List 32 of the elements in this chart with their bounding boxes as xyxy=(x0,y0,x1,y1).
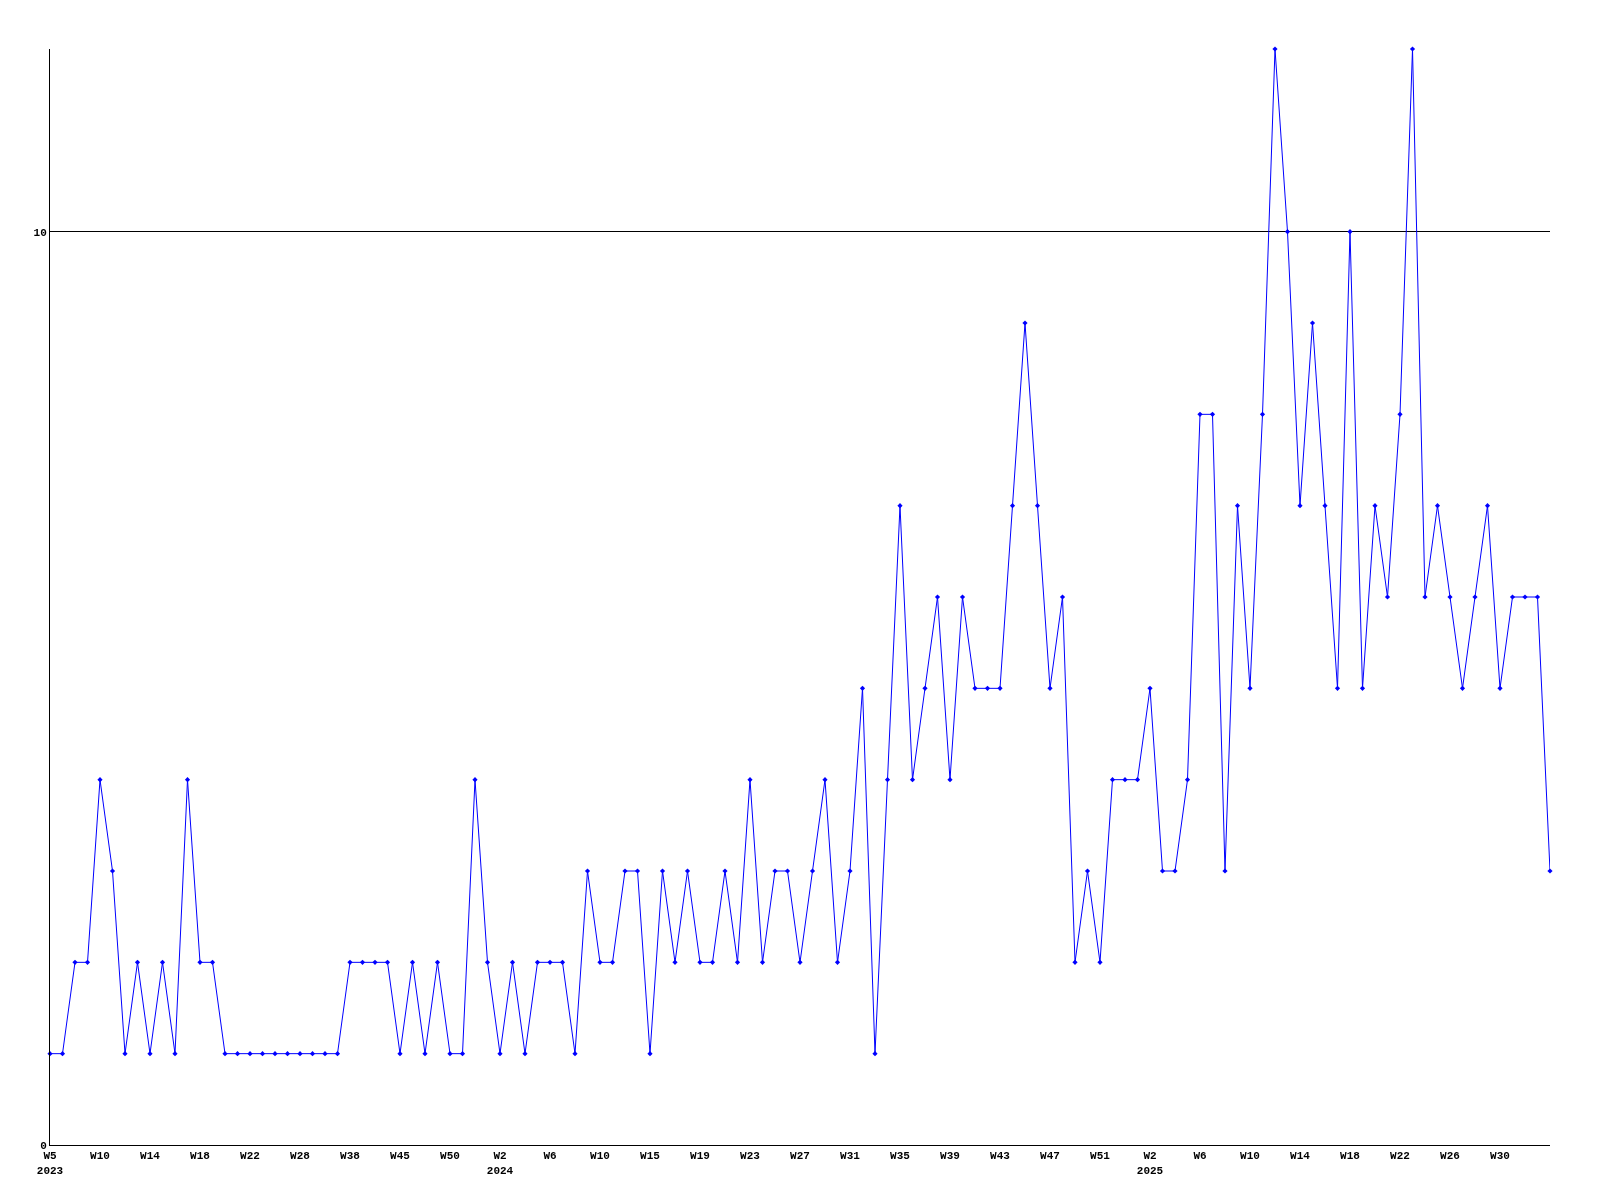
x-tick-label: W22 xyxy=(1390,1150,1410,1163)
x-tick-label: W31 xyxy=(840,1150,861,1163)
x-tick-label: W10 xyxy=(90,1150,110,1163)
x-tick-label: W51 xyxy=(1090,1150,1111,1163)
x-tick-label: W10 xyxy=(590,1150,610,1163)
x-tick-label: W2 2025 xyxy=(1136,1150,1164,1177)
x-tick-label: W14 xyxy=(1290,1150,1311,1163)
x-tick-label: W26 xyxy=(1440,1150,1460,1163)
x-tick-label: W35 xyxy=(890,1150,911,1163)
x-tick-label: W50 xyxy=(440,1150,460,1163)
x-tick-label: W15 xyxy=(640,1150,661,1163)
x-tick-label: W19 xyxy=(690,1150,710,1163)
x-tick-label: W39 xyxy=(940,1150,960,1163)
x-tick-label: W47 xyxy=(1040,1150,1060,1163)
x-tick-label: W22 xyxy=(240,1150,260,1163)
x-tick-label: W18 xyxy=(190,1150,211,1163)
y-tick-label: 10 xyxy=(33,226,47,239)
x-tick-label: W6 xyxy=(1193,1150,1207,1163)
x-tick-label: W28 xyxy=(290,1150,311,1163)
x-tick-label: W38 xyxy=(340,1150,361,1163)
x-tick-label: W27 xyxy=(790,1150,810,1163)
x-tick-label: W43 xyxy=(990,1150,1011,1163)
x-tick-label: W6 xyxy=(543,1150,557,1163)
x-tick-label: W45 xyxy=(390,1150,411,1163)
x-tick-label: W30 xyxy=(1490,1150,1510,1163)
x-tick-label: W23 xyxy=(740,1150,761,1163)
x-tick-label: W5 2023 xyxy=(36,1150,64,1177)
y-tick-label: 0 xyxy=(40,1139,47,1152)
x-tick-label: W18 xyxy=(1340,1150,1361,1163)
x-tick-label: W2 2024 xyxy=(486,1150,514,1177)
x-tick-label: W10 xyxy=(1240,1150,1260,1163)
x-tick-label: W14 xyxy=(140,1150,161,1163)
